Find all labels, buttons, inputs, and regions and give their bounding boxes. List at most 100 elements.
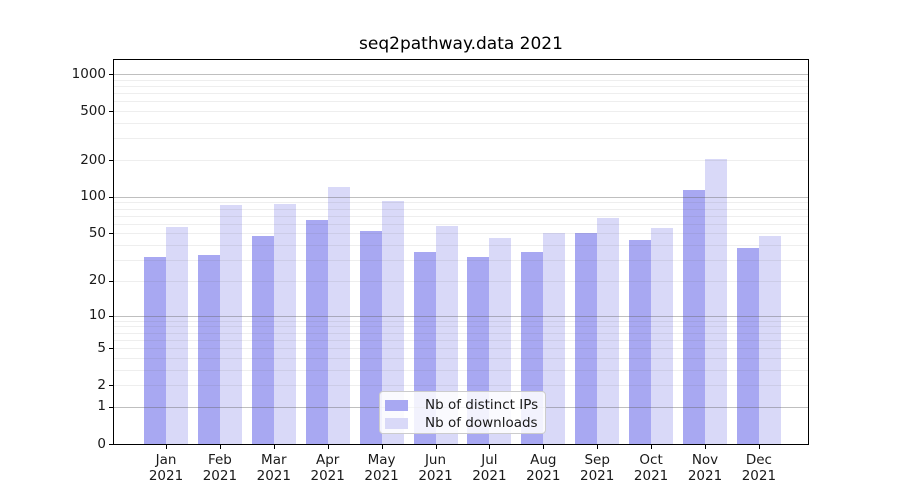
x-tick-label-sep: Sep 2021: [580, 452, 615, 484]
x-tick-label-mar: Mar 2021: [256, 452, 291, 484]
gridline-minor-700: [114, 93, 808, 95]
legend-label-downloads: Nb of downloads: [425, 415, 538, 431]
bar-distinct-ips-feb: [197, 255, 220, 444]
gridline-minor-500: [114, 111, 808, 113]
bar-downloads-apr: [327, 187, 350, 444]
x-tick-mark-dec: [758, 445, 760, 449]
gridline-major-100: [114, 196, 808, 198]
gridline-major-10: [114, 315, 808, 317]
gridline-minor-4: [114, 357, 808, 359]
gridline-major-1000: [114, 74, 808, 76]
y-tick-label-200: 200: [80, 151, 106, 168]
x-tick-label-dec: Dec 2021: [741, 452, 777, 484]
bar-downloads-feb: [219, 204, 242, 444]
x-tick-label-jun: Jun 2021: [418, 452, 453, 484]
bar-downloads-jan: [166, 226, 188, 444]
gridline-minor-400: [114, 123, 808, 125]
gridline-minor-50: [114, 233, 808, 235]
y-tick-label-5: 5: [97, 339, 106, 356]
y-tick-mark-50: [109, 233, 113, 235]
bar-distinct-ips-may: [359, 231, 382, 444]
x-tick-label-may: May 2021: [364, 452, 399, 484]
bar-distinct-ips-mar: [251, 235, 274, 444]
x-tick-label-feb: Feb 2021: [202, 452, 238, 484]
gridline-minor-90: [114, 202, 808, 204]
bar-downloads-mar: [273, 203, 296, 444]
x-tick-mark-jun: [435, 445, 437, 449]
gridline-minor-5: [114, 348, 808, 350]
gridline-minor-900: [114, 79, 808, 81]
y-tick-mark-200: [109, 160, 113, 161]
gridline-minor-30: [114, 260, 808, 262]
y-tick-label-10: 10: [88, 307, 106, 324]
x-tick-mark-mar: [273, 445, 275, 449]
y-tick-mark-10: [109, 315, 113, 317]
bar-distinct-ips-oct: [629, 240, 652, 444]
gridline-minor-600: [114, 101, 808, 103]
x-tick-label-aug: Aug 2021: [526, 452, 561, 484]
x-tick-label-oct: Oct 2021: [633, 452, 669, 484]
y-tick-label-500: 500: [80, 102, 106, 119]
y-tick-label-20: 20: [88, 272, 106, 289]
gridline-minor-40: [114, 245, 808, 247]
legend-item-distinct-ips: Nb of distinct IPs: [385, 397, 545, 413]
bar-downloads-oct: [651, 227, 674, 444]
bar-downloads-dec: [758, 235, 781, 444]
x-tick-mark-jul: [489, 445, 491, 449]
y-tick-mark-0: [109, 444, 113, 445]
gridline-minor-8: [114, 326, 808, 328]
y-tick-mark-20: [109, 280, 113, 282]
bar-downloads-nov: [705, 158, 727, 444]
bar-distinct-ips-sep: [575, 233, 598, 444]
bar-downloads-aug: [543, 233, 566, 444]
y-tick-mark-1: [109, 406, 113, 408]
gridline-minor-70: [114, 215, 808, 217]
y-tick-label-1000: 1000: [71, 65, 106, 82]
legend: Nb of distinct IPs Nb of downloads: [379, 391, 546, 434]
gridlines: [114, 60, 808, 444]
legend-label-distinct-ips: Nb of distinct IPs: [425, 397, 539, 413]
x-tick-mark-oct: [651, 445, 653, 449]
x-tick-mark-jan: [166, 445, 167, 449]
y-tick-mark-1000: [109, 74, 113, 76]
gridline-minor-200: [114, 160, 808, 161]
gridline-minor-3: [114, 369, 808, 371]
bar-distinct-ips-nov: [683, 189, 705, 444]
y-tick-label-50: 50: [88, 224, 106, 241]
legend-item-downloads: Nb of downloads: [385, 415, 545, 431]
x-tick-mark-may: [381, 445, 383, 449]
bar-distinct-ips-jan: [144, 256, 166, 444]
gridline-minor-60: [114, 223, 808, 225]
x-tick-label-nov: Nov 2021: [687, 452, 723, 484]
bar-distinct-ips-apr: [305, 219, 328, 444]
y-tick-mark-500: [109, 111, 113, 113]
y-tick-mark-100: [109, 196, 113, 198]
x-tick-mark-feb: [219, 445, 221, 449]
gridline-minor-20: [114, 280, 808, 282]
x-tick-mark-sep: [597, 445, 599, 449]
gridline-minor-300: [114, 138, 808, 140]
gridline-minor-6: [114, 339, 808, 341]
gridline-minor-80: [114, 208, 808, 210]
x-tick-label-apr: Apr 2021: [310, 452, 345, 484]
gridline-minor-7: [114, 332, 808, 334]
x-tick-label-jan: Jan 2021: [148, 452, 184, 484]
y-tick-label-0: 0: [97, 435, 106, 452]
y-tick-label-1: 1: [97, 398, 106, 415]
gridline-minor-800: [114, 85, 808, 87]
gridline-minor-2: [114, 385, 808, 387]
chart-title: seq2pathway.data 2021: [359, 34, 563, 54]
x-tick-label-jul: Jul 2021: [472, 452, 507, 484]
y-tick-label-100: 100: [80, 188, 106, 205]
bar-downloads-may: [381, 200, 404, 444]
y-tick-mark-2: [109, 385, 113, 387]
bar-downloads-jun: [435, 225, 458, 444]
bar-downloads-sep: [597, 218, 620, 444]
y-tick-mark-5: [109, 348, 113, 350]
plot-area: [113, 59, 809, 445]
x-tick-mark-aug: [543, 445, 545, 449]
bar-distinct-ips-dec: [736, 247, 759, 444]
x-tick-mark-apr: [327, 445, 329, 449]
legend-swatch-downloads: [385, 417, 408, 429]
